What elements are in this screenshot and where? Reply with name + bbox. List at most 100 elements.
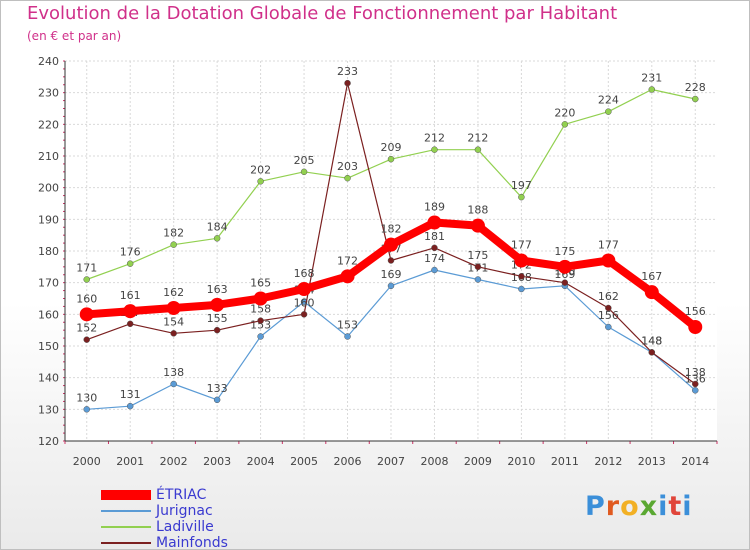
logo-letter: i xyxy=(682,491,693,522)
data-label-jurignac: 131 xyxy=(120,388,141,401)
data-point-ladiville xyxy=(213,235,221,242)
x-tick-label: 2005 xyxy=(290,455,318,468)
x-tick-label: 2001 xyxy=(116,455,144,468)
x-tick-label: 2002 xyxy=(160,455,188,468)
y-minor-tick xyxy=(63,163,65,165)
data-label-jurignac: 148 xyxy=(641,334,662,347)
x-tick-label: 2004 xyxy=(247,455,275,468)
logo-letter: i xyxy=(658,491,669,522)
y-minor-tick xyxy=(63,290,65,292)
data-point-jurignac xyxy=(692,387,699,394)
x-minor-tick xyxy=(151,441,153,444)
x-tick-label: 2000 xyxy=(73,455,101,468)
y-minor-tick xyxy=(63,139,65,141)
x-minor-tick xyxy=(194,441,196,444)
y-tick-label: 170 xyxy=(38,277,59,290)
y-minor-tick xyxy=(63,187,65,189)
y-minor-tick xyxy=(63,305,65,307)
data-point-etriac xyxy=(688,320,703,334)
y-minor-tick xyxy=(63,385,65,387)
y-minor-tick xyxy=(63,298,65,299)
data-label-jurignac: 169 xyxy=(381,268,402,281)
data-point-jurignac xyxy=(431,266,438,274)
y-minor-tick xyxy=(63,408,65,410)
data-point-ladiville xyxy=(170,241,177,248)
legend-label-jurignac: Jurignac xyxy=(156,503,213,519)
data-point-mainfonds xyxy=(474,263,482,271)
data-label-etriac: 177 xyxy=(511,239,532,252)
data-label-jurignac: 133 xyxy=(207,382,228,395)
y-tick-label: 190 xyxy=(38,213,59,226)
x-tick-label: 2006 xyxy=(334,455,362,468)
legend-swatch-etriac xyxy=(101,490,151,500)
data-label-jurignac: 153 xyxy=(337,319,358,332)
data-label-etriac: 156 xyxy=(685,305,706,318)
data-label-ladiville: 176 xyxy=(120,246,141,259)
y-tick-label: 130 xyxy=(38,403,59,416)
data-point-ladiville xyxy=(692,95,699,103)
y-minor-tick xyxy=(63,416,65,418)
data-label-ladiville: 224 xyxy=(598,94,619,107)
data-label-mainfonds: 138 xyxy=(685,366,706,379)
y-minor-tick xyxy=(63,440,65,442)
y-minor-tick xyxy=(63,337,65,339)
logo-letter: x xyxy=(639,491,659,522)
y-tick-label: 120 xyxy=(38,435,59,448)
data-label-jurignac: 174 xyxy=(424,252,445,265)
data-label-jurignac: 136 xyxy=(685,372,706,385)
data-label-jurignac: 156 xyxy=(598,309,619,322)
data-point-jurignac xyxy=(126,402,134,410)
x-minor-tick xyxy=(542,441,544,444)
data-point-ladiville xyxy=(474,146,482,153)
logo-letter: r xyxy=(605,491,621,522)
y-minor-tick xyxy=(63,234,65,236)
data-label-etriac: 163 xyxy=(207,283,228,296)
data-label-ladiville: 228 xyxy=(685,81,706,94)
data-label-etriac: 188 xyxy=(467,204,488,217)
data-point-mainfonds xyxy=(561,279,569,286)
data-label-etriac: 165 xyxy=(250,277,271,290)
data-label-etriac: 172 xyxy=(337,254,358,267)
y-minor-tick xyxy=(63,108,65,109)
data-label-ladiville: 197 xyxy=(511,179,532,192)
y-tick-label: 230 xyxy=(38,87,59,100)
data-label-etriac: 160 xyxy=(76,292,97,305)
y-minor-tick xyxy=(63,226,65,228)
y-minor-tick xyxy=(63,115,65,117)
x-minor-tick xyxy=(716,441,718,444)
data-point-mainfonds xyxy=(692,380,699,388)
y-minor-tick xyxy=(63,258,65,260)
y-minor-tick xyxy=(63,60,65,62)
y-minor-tick xyxy=(63,274,65,276)
y-tick-label: 150 xyxy=(38,340,59,353)
y-minor-tick xyxy=(63,369,65,371)
data-label-mainfonds: 181 xyxy=(424,230,445,243)
data-point-mainfonds xyxy=(648,349,656,356)
x-minor-tick xyxy=(368,441,370,444)
chart-title: Evolution de la Dotation Globale de Fonc… xyxy=(27,3,618,24)
data-point-ladiville xyxy=(300,168,308,176)
y-tick-label: 160 xyxy=(38,308,59,321)
logo-letter: t xyxy=(668,491,683,522)
data-point-ladiville xyxy=(126,260,134,267)
data-label-mainfonds: 152 xyxy=(76,322,97,335)
data-point-mainfonds xyxy=(213,326,221,334)
data-label-mainfonds: 154 xyxy=(163,315,184,328)
data-label-ladiville: 212 xyxy=(424,132,445,145)
logo-letter: o xyxy=(620,491,640,522)
y-minor-tick xyxy=(63,400,65,402)
data-point-mainfonds xyxy=(431,244,438,252)
data-label-etriac: 161 xyxy=(120,289,141,302)
x-tick-label: 2013 xyxy=(638,455,666,468)
y-minor-tick xyxy=(63,250,65,252)
data-point-ladiville xyxy=(648,86,656,93)
x-minor-tick xyxy=(586,441,588,444)
data-point-etriac xyxy=(123,304,138,319)
chart-subtitle: (en € et par an) xyxy=(27,29,122,43)
data-label-mainfonds: 160 xyxy=(294,296,315,309)
y-minor-tick xyxy=(63,76,65,78)
data-point-mainfonds xyxy=(518,273,525,280)
legend-label-ladiville: Ladiville xyxy=(156,519,214,535)
data-label-ladiville: 205 xyxy=(294,154,315,167)
